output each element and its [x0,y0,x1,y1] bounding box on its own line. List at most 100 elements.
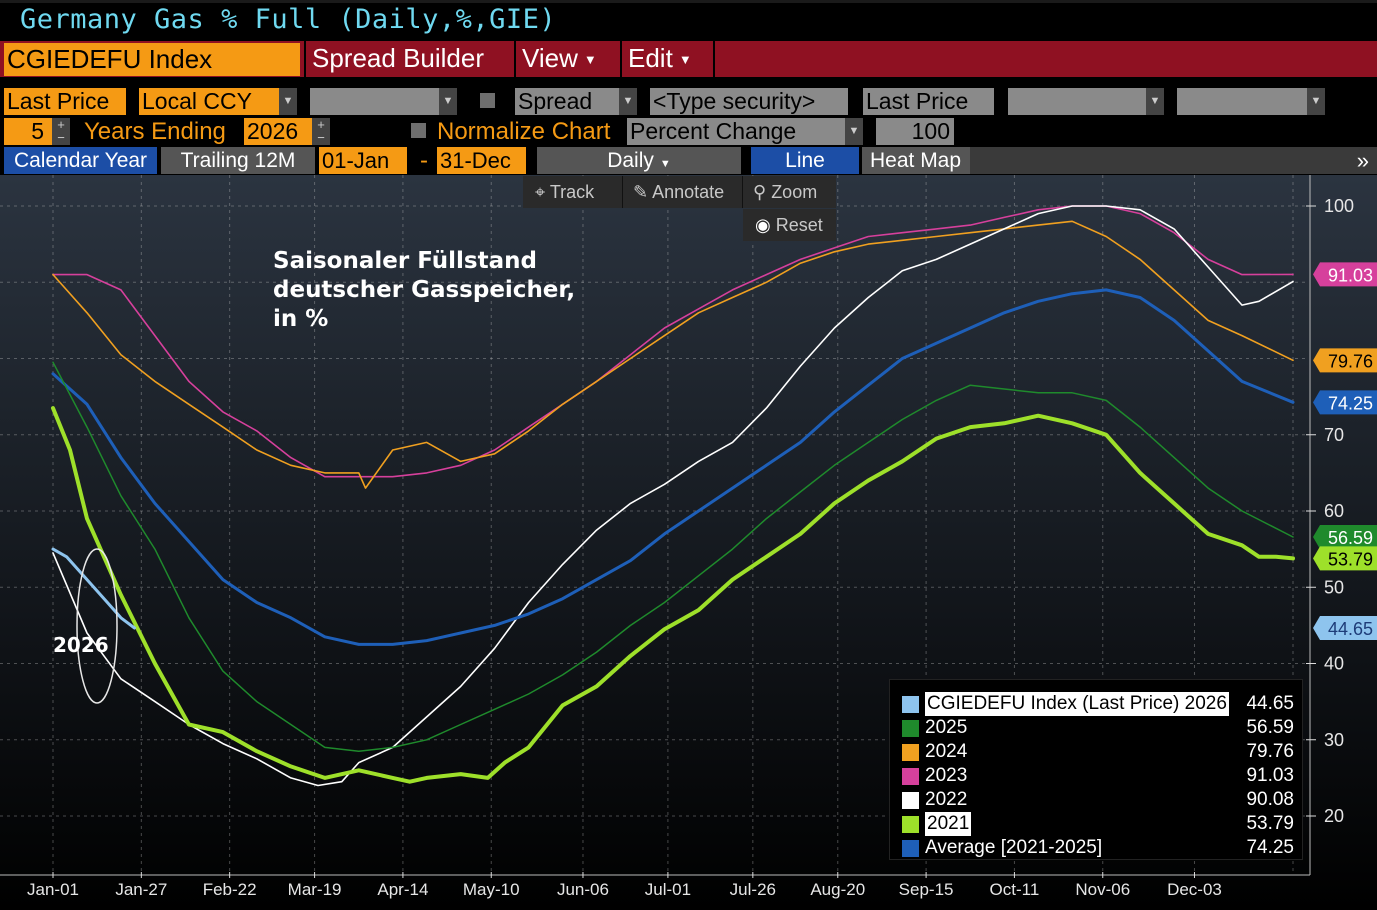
tab-calendar-year[interactable]: Calendar Year [4,147,157,174]
x-tick-label: Jun-06 [557,880,609,899]
end-year-stepper[interactable]: 2026 + − [244,118,330,145]
chevron-down-icon: ▼ [279,88,297,115]
type-security-input[interactable]: <Type security> [650,88,848,115]
legend-value: 79.76 [1246,741,1294,762]
legend-item: 2021 53.79 [890,812,1304,836]
end-value-text: 53.79 [1328,549,1373,569]
legend-value: 56.59 [1246,717,1294,738]
chevron-down-icon: ▼ [583,52,597,68]
x-tick-label: Sep-15 [899,880,954,899]
date-range-dash: - [420,147,428,174]
field-select[interactable]: Last Price [4,88,126,115]
annotation-line-3: in % [273,306,329,332]
legend-item: 2023 91.03 [890,764,1304,788]
y-tick-label: 50 [1324,577,1344,597]
x-tick-label: Mar-19 [288,880,342,899]
zoom-tool[interactable]: ⚲ Zoom [743,176,836,208]
edit-label: Edit [628,43,673,73]
annotate-label: Annotate [652,182,725,202]
end-value-label: 56.59 [1313,525,1377,550]
x-tick-label: Aug-20 [810,880,865,899]
series-line-s2021 [51,406,1295,784]
tab-line[interactable]: Line [751,147,859,174]
x-tick-label: Feb-22 [203,880,257,899]
tab-heat-map[interactable]: Heat Map [862,147,970,174]
chevron-down-icon: ▼ [619,88,637,115]
legend-label: 2025 [925,717,968,738]
end-value-badge [1313,546,1377,571]
stepper-icon: + − [312,118,330,145]
spread-select[interactable]: Spread ▼ [515,88,637,115]
x-tick-label: Jul-01 [645,880,691,899]
end-value-badge [1313,390,1377,415]
more-button[interactable]: » [970,147,1377,174]
edit-menu[interactable]: Edit ▼ [620,41,715,77]
legend-swatch [902,840,919,857]
normalize-mode-label: Percent Change [630,118,797,144]
x-tick-label: Jan-01 [27,880,79,899]
x-tick-label: Oct-11 [990,880,1040,899]
legend-value: 91.03 [1246,765,1294,786]
stepper-icon: + − [52,118,70,145]
chevron-down-icon: ▼ [659,158,671,170]
y-tick-label: 20 [1324,806,1344,826]
periodicity-select[interactable]: Daily ▼ [537,147,741,174]
view-menu[interactable]: View ▼ [514,41,618,77]
end-value-label: 91.03 [1313,262,1377,287]
end-value-label: 79.76 [1313,348,1377,373]
spread-label: Spread [518,88,593,114]
x-tick-label: Dec-03 [1167,880,1222,899]
legend-swatch [902,792,919,809]
tab-trailing-12m[interactable]: Trailing 12M [161,147,315,174]
series-line-s2022 [52,205,1294,787]
reset-button[interactable]: ◉ Reset [743,209,836,241]
spread-builder-menu[interactable]: Spread Builder [304,41,512,77]
legend-label: 2023 [925,765,968,786]
y-tick-label: 60 [1324,501,1344,521]
years-value: 5 [31,118,44,144]
y-tick-label: 40 [1324,654,1344,674]
chart-annotation: Saisonaler Füllstand deutscher Gasspeich… [273,247,613,334]
spread-checkbox[interactable] [480,93,495,108]
normalize-mode-select[interactable]: Percent Change ▼ [627,118,863,145]
years-stepper[interactable]: 5 + − [4,118,70,145]
normalize-base-input[interactable]: 100 [876,118,954,145]
label-2026: 2026 [53,633,109,657]
empty-select-3[interactable]: ▼ [1177,88,1325,115]
empty-select-1[interactable]: ▼ [310,88,457,115]
legend-item: 2022 90.08 [890,788,1304,812]
normalize-label: Normalize Chart [437,118,611,145]
zoom-label: Zoom [771,182,818,202]
end-value-text: 91.03 [1328,265,1373,285]
end-value-label: 44.65 [1313,616,1377,641]
chevron-down-icon: ▼ [845,118,863,145]
legend-swatch [902,744,919,761]
chevron-down-icon: ▼ [678,52,692,68]
legend-item: 2024 79.76 [890,740,1304,764]
top-edge [0,0,1377,3]
field2-select[interactable]: Last Price [863,88,994,115]
legend-label: 2024 [925,741,968,762]
end-value-badge [1313,525,1377,550]
legend-label: 2022 [925,789,968,810]
normalize-checkbox[interactable] [411,123,426,138]
crosshair-icon: ⌖ [535,182,550,202]
track-tool[interactable]: ⌖ Track [523,176,623,208]
x-tick-label: Jan-27 [115,880,167,899]
empty-select-2[interactable]: ▼ [1008,88,1164,115]
currency-label: Local CCY [142,88,252,114]
currency-select[interactable]: Local CCY ▼ [139,88,297,115]
x-tick-label: Jul-26 [730,880,776,899]
annotate-tool[interactable]: ✎ Annotate [623,176,743,208]
years-ending-label: Years Ending [84,118,226,145]
start-date-input[interactable]: 01-Jan [319,147,407,174]
reset-label: Reset [775,215,823,235]
end-date-input[interactable]: 31-Dec [437,147,526,174]
chevron-down-icon: ▼ [439,88,457,115]
series-line-avg [51,288,1295,646]
ticker-field[interactable]: CGIEDEFU Index [4,43,300,76]
legend-value: 74.25 [1246,837,1294,858]
view-label: View [522,43,578,73]
legend-value: 90.08 [1246,789,1294,810]
end-value-badge [1313,348,1377,373]
